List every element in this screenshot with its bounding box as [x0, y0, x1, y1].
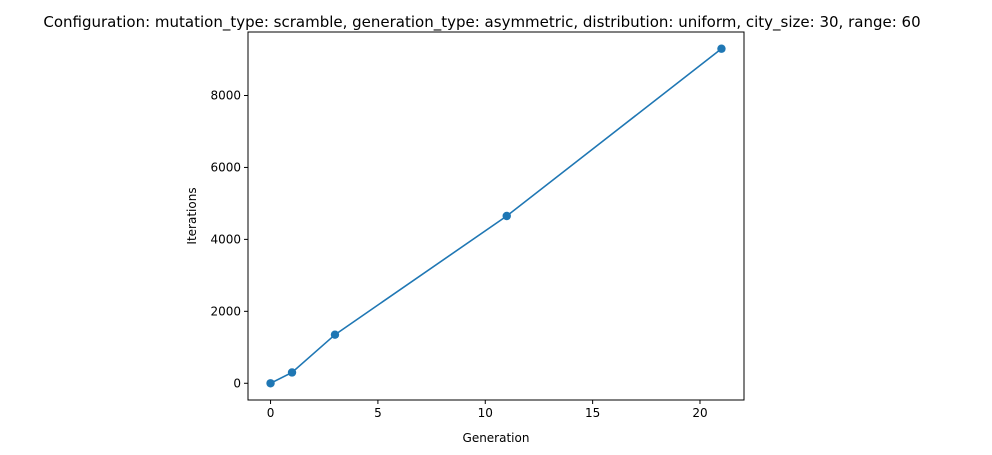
- series-layer: [266, 44, 726, 388]
- x-tick-label: 5: [374, 406, 382, 420]
- x-axis-ticks: 0 5 10 15 20: [267, 400, 708, 420]
- y-tick-label: 6000: [210, 160, 241, 174]
- y-tick-label: 4000: [210, 232, 241, 246]
- x-tick-label: 20: [692, 406, 707, 420]
- y-tick-label: 0: [233, 376, 241, 390]
- y-axis-label: Iterations: [185, 187, 199, 244]
- data-point: [502, 211, 511, 221]
- y-tick-label: 8000: [210, 88, 241, 102]
- y-axis-ticks: 0 2000 4000 6000 8000: [210, 88, 248, 390]
- data-point: [330, 330, 340, 339]
- data-point: [717, 44, 726, 53]
- y-tick-label: 2000: [210, 304, 241, 318]
- data-point: [266, 379, 275, 388]
- data-point: [287, 368, 297, 377]
- x-tick-label: 15: [585, 406, 600, 420]
- x-tick-label: 0: [267, 406, 275, 420]
- x-tick-label: 10: [478, 406, 493, 420]
- x-axis-label: Generation: [463, 431, 530, 445]
- plot-frame: [247, 31, 745, 401]
- chart-title: Configuration: mutation_type: scramble, …: [43, 13, 920, 32]
